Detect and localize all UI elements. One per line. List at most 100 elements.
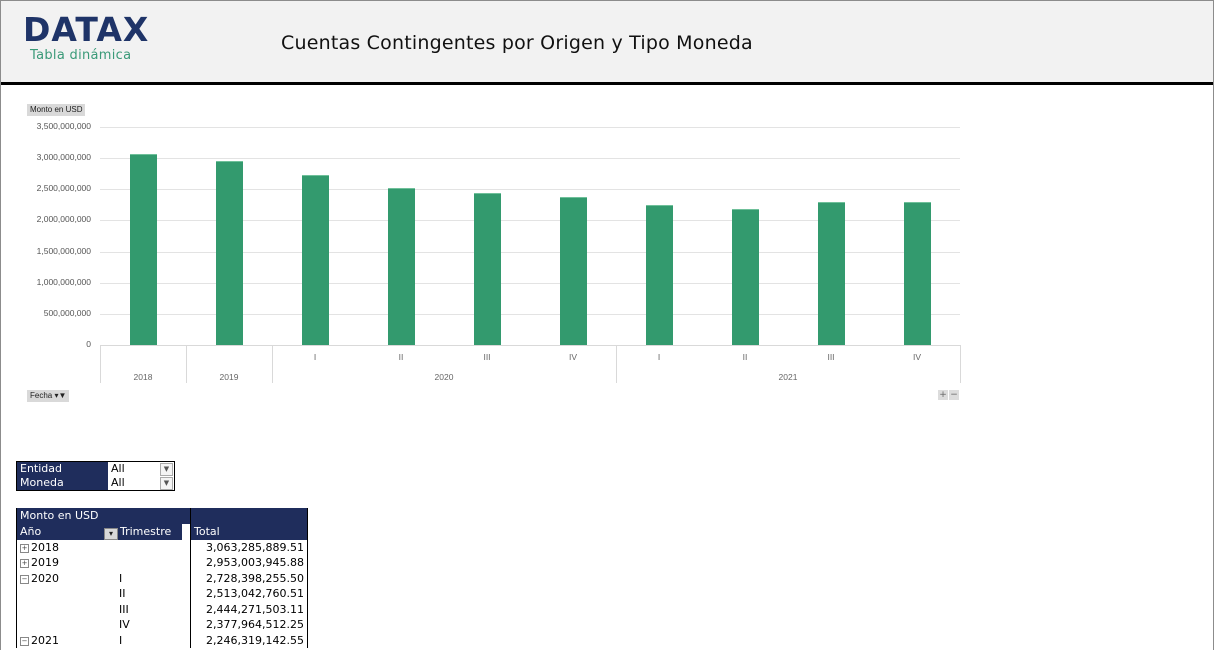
table-row: +2019 2,953,003,945.88 <box>16 555 308 571</box>
x-axis-quarter-label: II <box>398 352 404 362</box>
year-cell <box>16 617 109 633</box>
year-cell: −2020 <box>16 570 109 586</box>
bar-2018[interactable] <box>129 154 157 345</box>
x-axis-quarter-label: III <box>827 352 835 362</box>
bar-2020-iii[interactable] <box>473 192 501 345</box>
filter-label: Moneda <box>16 476 108 491</box>
gridline <box>100 251 960 253</box>
bar-2020-ii[interactable] <box>387 188 415 345</box>
year-label: 2021 <box>31 633 59 647</box>
table-row: III 2,444,271,503.11 <box>16 601 308 617</box>
bar-2020-iv[interactable] <box>559 196 587 345</box>
bar-2021-iv[interactable] <box>903 202 931 345</box>
year-label: 2020 <box>31 571 59 585</box>
year-cell <box>16 586 109 602</box>
total-cell: 2,728,398,255.50 <box>190 570 308 586</box>
y-axis-tick-label: 1,000,000,000 <box>36 276 91 287</box>
total-cell: 2,513,042,760.51 <box>190 586 308 602</box>
x-axis-year-label: 2020 <box>434 372 454 382</box>
bar-2021-iii[interactable] <box>817 202 845 345</box>
y-axis-tick-label: 1,500,000,000 <box>36 245 91 256</box>
expand-collapse-buttons: + − <box>937 390 959 400</box>
table-row: −2020 I 2,728,398,255.50 <box>16 570 308 586</box>
year-header-label: Año <box>20 525 42 538</box>
filter-moneda: Moneda All ▼ <box>16 476 175 491</box>
axis-separator <box>272 345 273 383</box>
dropdown-arrow-icon[interactable]: ▼ <box>160 463 173 476</box>
dropdown-arrow-icon[interactable]: ▼ <box>160 477 173 490</box>
filter-value-entidad[interactable]: All ▼ <box>108 461 175 476</box>
gridline <box>100 158 960 160</box>
gridline <box>100 220 960 222</box>
collapse-icon[interactable]: − <box>20 636 29 646</box>
year-label: 2019 <box>31 556 59 570</box>
filter-label: Entidad <box>16 461 108 476</box>
collapse-field-button[interactable]: − <box>949 390 959 400</box>
total-cell: 2,953,003,945.88 <box>190 555 308 571</box>
year-cell: −2021 <box>16 632 109 648</box>
total-cell: 2,246,319,142.55 <box>190 632 308 648</box>
expand-icon[interactable]: + <box>20 543 29 553</box>
x-axis-quarter-label: I <box>313 352 317 362</box>
quarter-header: ▾ Trimestre <box>101 523 183 540</box>
y-axis-tick-label: 3,500,000,000 <box>36 121 91 131</box>
axis-field-button[interactable]: Fecha ▾▼ <box>27 390 70 402</box>
x-axis-line <box>100 345 960 346</box>
y-axis-tick-label: 2,500,000,000 <box>36 183 91 194</box>
year-cell: +2018 <box>16 539 109 555</box>
value-field-button[interactable]: Monto en USD <box>27 104 86 116</box>
quarter-cell: III <box>119 602 129 616</box>
filter-icon[interactable]: ▾ <box>104 527 118 540</box>
filter-value-moneda[interactable]: All ▼ <box>108 476 175 491</box>
filter-entidad: Entidad All ▼ <box>16 461 175 476</box>
pivot-chart[interactable]: Monto en USD Fecha ▾▼ + − 3,500,000,000 3,… <box>0 90 980 410</box>
x-axis-quarter-label: III <box>483 352 491 362</box>
quarter-cell: I <box>119 633 123 647</box>
total-cell: 2,377,964,512.25 <box>190 617 308 633</box>
quarter-cell: II <box>119 587 126 601</box>
bar-2021-ii[interactable] <box>731 208 759 345</box>
x-axis-quarter-label: IV <box>912 352 922 362</box>
x-axis-year-label: 2018 <box>133 372 153 382</box>
filter-value-text: All <box>111 462 125 475</box>
gridline <box>100 127 960 128</box>
datax-logo: DATAX <box>23 10 150 49</box>
x-axis-quarter-label: IV <box>568 352 578 362</box>
axis-separator <box>186 345 187 383</box>
dashboard-header: DATAX Tabla dinámica Cuentas Contingente… <box>1 1 1213 85</box>
x-axis-year-label: 2019 <box>219 372 239 382</box>
page-title: Cuentas Contingentes por Origen y Tipo M… <box>281 32 753 54</box>
bar-2021-i[interactable] <box>645 205 673 345</box>
filter-value-text: All <box>111 476 125 489</box>
axis-field-label: Fecha <box>30 391 53 400</box>
x-axis-year-label: 2021 <box>778 372 798 382</box>
quarter-header-label: Trimestre <box>120 524 172 538</box>
blank-header <box>190 508 308 524</box>
gridline <box>100 189 960 191</box>
report-filters: Entidad All ▼ Moneda All ▼ <box>16 461 175 491</box>
expand-field-button[interactable]: + <box>938 390 948 400</box>
quarter-cell <box>109 540 191 556</box>
quarter-cell <box>109 555 191 571</box>
bar-2020-i[interactable] <box>301 175 329 345</box>
bar-2019[interactable] <box>215 161 243 345</box>
table-row: IV 2,377,964,512.25 <box>16 617 308 633</box>
x-axis-quarter-label: II <box>742 352 748 362</box>
axis-separator <box>960 345 961 383</box>
year-header: Año <box>16 523 109 540</box>
collapse-icon[interactable]: − <box>20 574 29 584</box>
axis-separator <box>100 345 101 383</box>
x-axis-quarter-label: I <box>657 352 661 362</box>
year-cell <box>16 601 109 617</box>
y-axis-tick-label: 0 <box>86 339 91 349</box>
table-row: +2018 3,063,285,889.51 <box>16 539 308 556</box>
table-row: −2021 I 2,246,319,142.55 <box>16 632 308 648</box>
total-cell: 2,444,271,503.11 <box>190 601 308 617</box>
quarter-cell: I <box>119 571 123 585</box>
expand-icon[interactable]: + <box>20 559 29 569</box>
quarter-cell: IV <box>119 618 130 632</box>
table-row: II 2,513,042,760.51 <box>16 586 308 602</box>
logo-subtitle: Tabla dinámica <box>30 48 132 63</box>
year-cell: +2019 <box>16 555 109 571</box>
gridline <box>100 313 960 315</box>
